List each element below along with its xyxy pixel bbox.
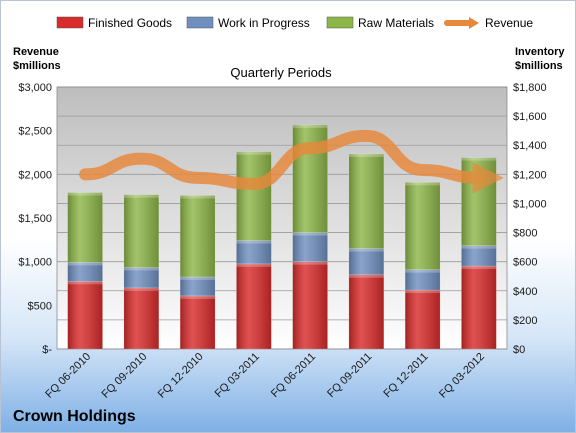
bar-cap [180,295,216,299]
bar-shade [123,194,159,268]
bar-shade [236,263,272,349]
bar-shade [123,267,159,288]
legend-arrow-icon [469,17,479,29]
bar-shade [461,157,497,246]
right-tick-label: $1,400 [513,140,547,152]
x-tick-label: FQ 12-2010 [156,351,206,401]
bar-cap [123,194,159,198]
right-tick-label: $1,200 [513,169,547,181]
bar-cap [292,261,328,265]
right-tick-label: $1,800 [513,82,547,94]
bar-shade [67,192,103,263]
bar-cap [67,281,103,285]
x-tick-label: FQ 06-2010 [43,351,93,401]
bar-cap [236,151,272,155]
legend-label-finished-goods: Finished Goods [88,16,172,30]
right-tick-label: $600 [513,257,537,269]
bar-shade [123,287,159,349]
bar-cap [292,232,328,236]
bar-cap [236,263,272,267]
bar-cap [348,153,384,157]
company-name: Crown Holdings [13,408,136,425]
bar-cap [236,240,272,244]
legend-swatch-work-in-progress [186,16,214,29]
bar-shade [292,261,328,349]
left-tick-label: $1,500 [18,213,52,225]
bar-shade [405,269,441,291]
bar-cap [461,245,497,249]
legend-swatch-finished-goods [56,16,84,29]
x-axis-ticks: FQ 06-2010 FQ 09-2010 FQ 12-2010 FQ 03-2011… [43,351,487,401]
bar-shade [405,182,441,270]
left-axis-label-line1: Revenue [13,46,59,58]
right-axis-label-line2: $millions [515,60,563,72]
legend: Finished Goods Work in Progress Raw Materi… [56,16,533,30]
legend-swatch-raw-materials [326,16,354,29]
bar-cap [67,262,103,266]
x-tick-label: FQ 03-2011 [213,351,262,400]
left-tick-label: $500 [28,300,52,312]
bar-shade [180,195,216,277]
bar-cap [348,274,384,278]
bar-cap [180,276,216,280]
bar-shade [180,276,216,296]
bar-cap [123,267,159,271]
legend-label-work-in-progress: Work in Progress [218,16,310,30]
left-axis-label-line2: $millions [13,60,61,72]
right-tick-label: $1,600 [513,111,547,123]
bar-shade [461,266,497,349]
x-tick-label: FQ 09-2010 [100,351,150,401]
left-tick-label: $3,000 [18,82,52,94]
bar-shade [67,262,103,282]
x-tick-label: FQ 09-2011 [325,351,374,400]
bar-shade [236,151,272,241]
right-tick-label: $200 [513,315,537,327]
bar-shade [348,248,384,275]
left-tick-label: $2,000 [18,169,52,181]
right-axis-ticks: $0 $200 $400 $600 $800 $1,000 $1,200 $1,400 $1,6… [513,82,547,356]
left-tick-label: $1,000 [18,257,52,269]
left-tick-label: $2,500 [18,126,52,138]
plot-border [56,86,508,350]
revenue-line [79,129,504,194]
chart-title: Quarterly Periods [230,65,332,80]
revenue-line-path [79,129,504,194]
legend-label-revenue: Revenue [485,16,533,30]
bar-shade [348,274,384,349]
bar-shade [67,281,103,349]
bar-shade [236,240,272,264]
bar-cap [461,157,497,161]
bar-cap [180,195,216,199]
legend-label-raw-materials: Raw Materials [358,16,434,30]
left-axis-ticks: $- $500 $1,000 $1,500 $2,000 $2,500 $3,000 [18,82,52,356]
bar-shade [348,153,384,249]
right-tick-label: $800 [513,228,537,240]
x-tick-label: FQ 06-2011 [269,351,318,400]
bar-cap [405,269,441,273]
bar-cap [292,124,328,128]
bar-cap [67,192,103,196]
bar-shade [180,295,216,349]
bar-cap [461,266,497,270]
right-tick-label: $400 [513,286,537,298]
bar-cap [405,182,441,186]
right-tick-label: $1,000 [513,198,547,210]
x-tick-label: FQ 03-2012 [437,351,487,401]
bar-shade [292,232,328,262]
right-tick-label: $0 [513,344,525,356]
left-tick-label: $- [42,344,52,356]
bar-cap [405,290,441,294]
bar-shade [405,290,441,349]
bar-shade [461,245,497,267]
bar-cap [348,248,384,252]
right-axis-label-line1: Inventory [515,46,565,58]
x-tick-label: FQ 12-2011 [381,351,430,400]
bar-cap [123,287,159,291]
bar-shade [292,124,328,233]
